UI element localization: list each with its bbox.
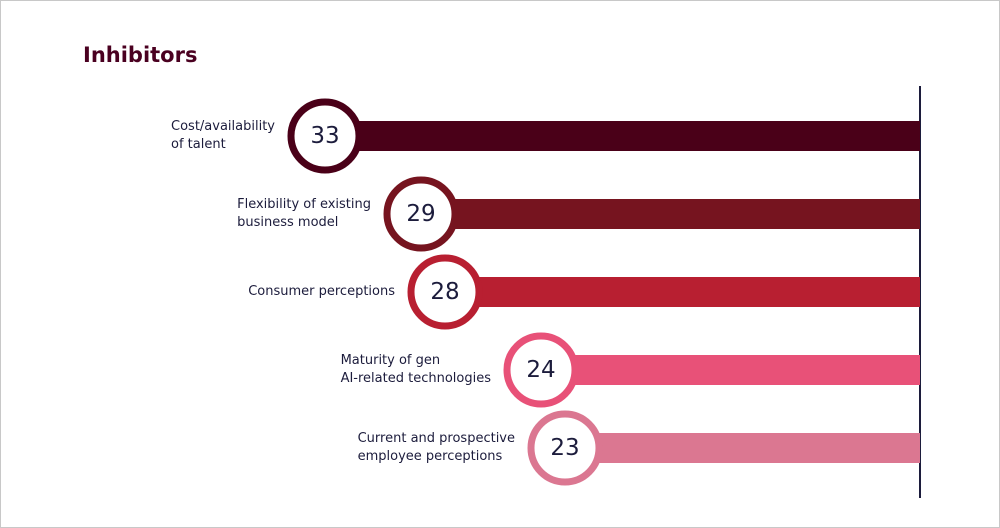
bar-end-marker xyxy=(503,332,579,408)
bar xyxy=(445,277,920,307)
category-label: Consumer perceptions xyxy=(248,284,395,299)
data-label: 29 xyxy=(406,201,435,227)
bar-end-marker xyxy=(383,176,459,252)
category-label: Current and prospective employee percept… xyxy=(357,431,515,464)
bar-end-marker xyxy=(287,98,363,174)
bar xyxy=(421,199,920,229)
data-label: 28 xyxy=(430,279,459,305)
data-label: 23 xyxy=(550,435,579,461)
bar-end-marker xyxy=(527,410,603,486)
data-label: 24 xyxy=(526,357,555,383)
bar-end-marker xyxy=(407,254,483,330)
category-label: Cost/availability of talent xyxy=(171,119,275,152)
data-label: 33 xyxy=(310,123,339,149)
bar xyxy=(325,121,920,151)
bar xyxy=(541,355,920,385)
category-label: Maturity of gen AI-related technologies xyxy=(340,353,491,386)
chart-title: Inhibitors xyxy=(83,43,198,67)
category-label: Flexibility of existing business model xyxy=(237,197,371,230)
bar xyxy=(565,433,920,463)
